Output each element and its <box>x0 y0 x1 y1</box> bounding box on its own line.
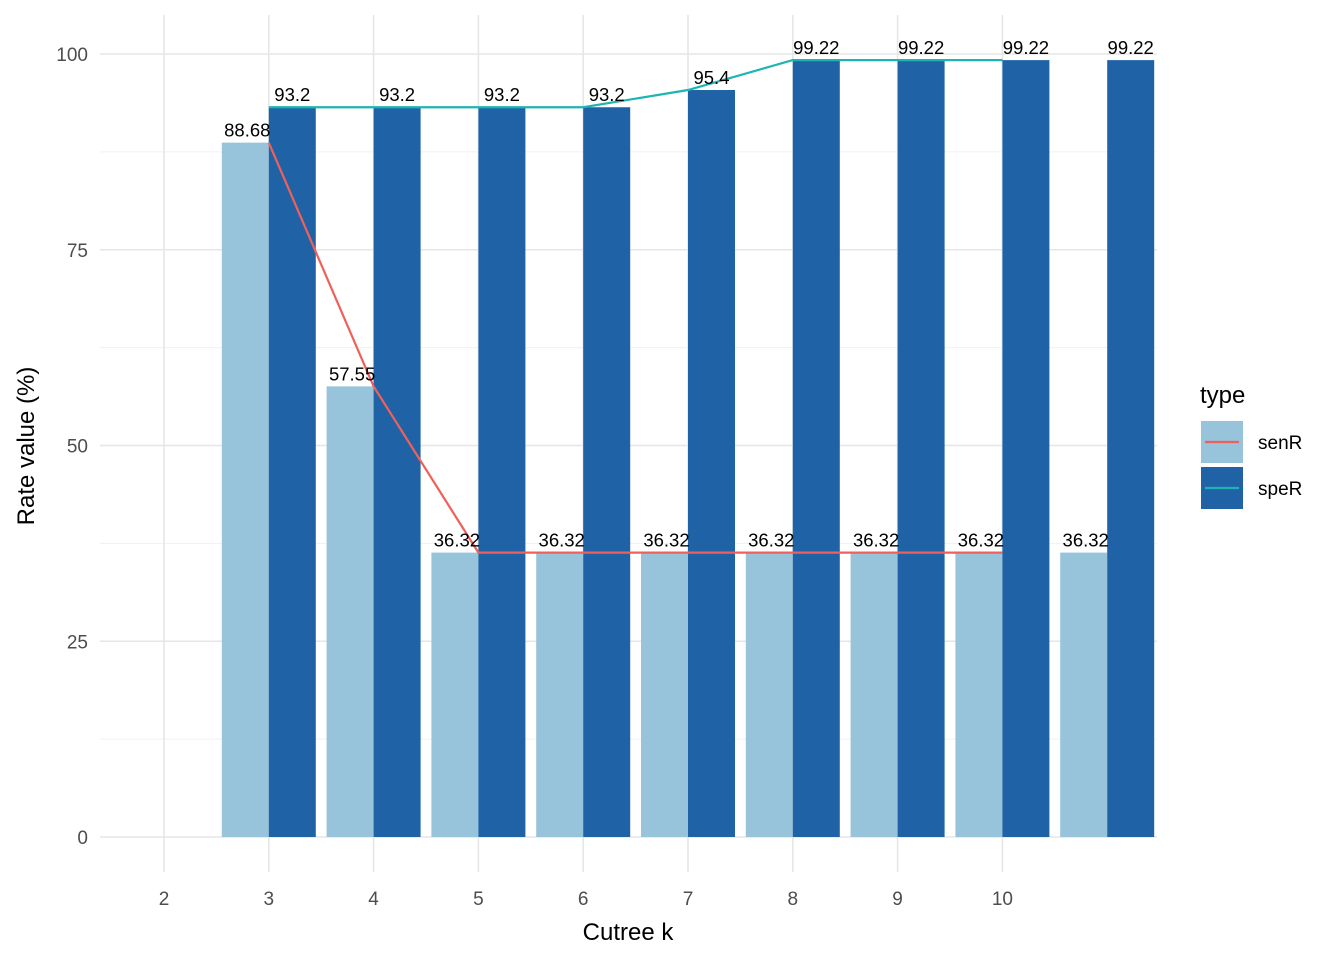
line-senR <box>267 142 1003 554</box>
bar-speR <box>792 60 840 837</box>
y-axis-ticks: 0 25 50 75 100 <box>56 45 88 849</box>
x-tick-label: 8 <box>788 889 799 910</box>
data-label-senR: 36.32 <box>539 530 585 551</box>
series-lines <box>267 59 1003 554</box>
data-label-speR: 99.22 <box>1108 37 1154 58</box>
legend: type senR speR <box>1200 382 1302 509</box>
data-label-speR: 93.2 <box>589 84 625 105</box>
legend-title: type <box>1200 382 1245 409</box>
bar-senR <box>326 386 374 837</box>
data-label-senR: 57.55 <box>329 363 375 384</box>
y-tick-label: 25 <box>67 632 88 653</box>
data-label-speR: 93.2 <box>274 84 310 105</box>
bar-speR <box>373 107 421 837</box>
line-speR <box>268 59 1003 109</box>
data-label-senR: 36.32 <box>958 530 1004 551</box>
bar-senR <box>955 552 1003 837</box>
bar-speR <box>1107 60 1155 837</box>
data-label-speR: 95.4 <box>693 67 729 88</box>
y-tick-label: 100 <box>56 45 88 66</box>
x-tick-label: 9 <box>892 889 903 910</box>
y-tick-label: 50 <box>67 437 88 458</box>
data-label-senR: 88.68 <box>224 120 270 141</box>
bar-senR <box>850 552 898 837</box>
legend-label-speR: speR <box>1258 479 1302 500</box>
x-axis-title: Cutree k <box>583 919 675 946</box>
x-tick-label: 3 <box>264 889 275 910</box>
legend-label-senR: senR <box>1258 433 1302 454</box>
bar-senR <box>745 552 793 837</box>
x-axis-ticks: 2 3 4 5 6 7 8 9 10 <box>159 889 1013 910</box>
data-label-speR: 93.2 <box>484 84 520 105</box>
y-tick-label: 0 <box>77 828 88 849</box>
bar-speR <box>688 90 735 837</box>
x-tick-label: 5 <box>473 889 484 910</box>
x-tick-label: 6 <box>578 889 589 910</box>
data-label-speR: 99.22 <box>793 37 839 58</box>
x-tick-label: 2 <box>159 889 170 910</box>
y-tick-label: 75 <box>67 241 88 262</box>
data-label-senR: 36.32 <box>853 530 899 551</box>
data-labels: 88.68 57.55 36.32 36.32 36.32 36.32 36.32 36.32… <box>224 37 1154 551</box>
bar-speR <box>583 107 631 837</box>
bar-speR <box>897 60 945 837</box>
bar-senR <box>641 552 688 837</box>
data-label-senR: 36.32 <box>434 530 480 551</box>
bar-senR <box>431 552 479 837</box>
bar-speR <box>268 107 316 837</box>
bar-speR <box>1002 60 1050 837</box>
bar-speR <box>478 107 526 837</box>
data-label-senR: 36.32 <box>643 530 689 551</box>
x-tick-label: 7 <box>683 889 694 910</box>
data-label-senR: 36.32 <box>1063 530 1109 551</box>
data-label-speR: 99.22 <box>898 37 944 58</box>
data-label-senR: 36.32 <box>748 530 794 551</box>
x-tick-label: 4 <box>368 889 379 910</box>
bar-senR <box>221 142 269 837</box>
bars <box>221 60 1155 837</box>
data-label-speR: 99.22 <box>1003 37 1049 58</box>
bar-senR <box>1060 552 1108 837</box>
bar-senR <box>536 552 584 837</box>
y-axis-title: Rate value (%) <box>13 367 40 526</box>
x-tick-label: 10 <box>992 889 1013 910</box>
data-label-speR: 93.2 <box>379 84 415 105</box>
